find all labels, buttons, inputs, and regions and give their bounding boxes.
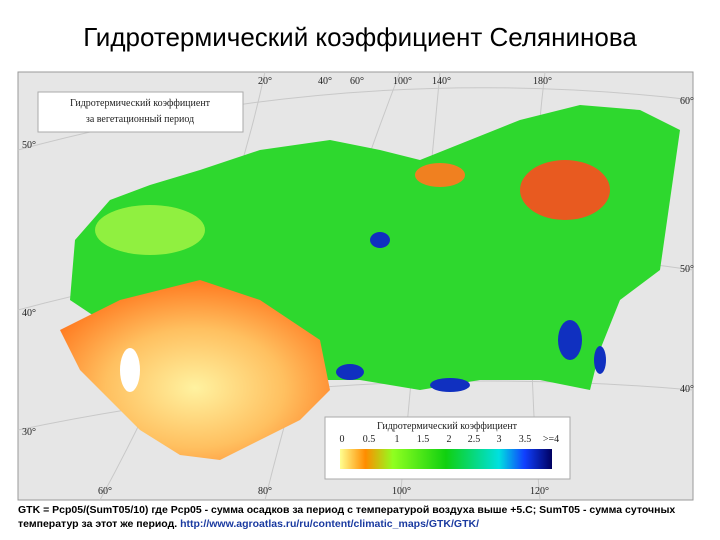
lon-label: 100°	[393, 76, 412, 87]
lat-label: 50°	[22, 140, 36, 151]
wet-areas	[336, 232, 606, 392]
lon-label: 140°	[432, 76, 451, 87]
lat-label: 40°	[680, 384, 694, 395]
caspian-sea	[120, 348, 140, 392]
lon-label: 80°	[258, 486, 272, 497]
land-arid	[60, 280, 330, 460]
lon-label: 20°	[258, 76, 272, 87]
inset-box	[37, 91, 244, 133]
lon-label: 120°	[530, 486, 549, 497]
legend-label: 0	[340, 434, 345, 445]
inset-title: Гидротермический коэффициент	[70, 98, 211, 109]
dry-area	[415, 163, 465, 187]
color-bar	[340, 449, 552, 469]
lon-label: 40°	[318, 76, 332, 87]
lon-label: 100°	[392, 486, 411, 497]
legend-label: 1.5	[417, 434, 430, 445]
caption: GTK = Pcp05/(SumT05/10) где Pcp05 - сумм…	[18, 503, 708, 531]
legend: Гидротермический коэффициент 0 0.5 1 1.5…	[324, 416, 571, 480]
lat-label: 30°	[22, 427, 36, 438]
legend-label: 0.5	[363, 434, 376, 445]
caption-text: GTK = Pcp05/(SumT05/10) где Pcp05 - сумм…	[18, 504, 676, 530]
legend-label: 2.5	[468, 434, 481, 445]
legend-title: Гидротермический коэффициент	[377, 421, 518, 432]
lat-label: 60°	[680, 96, 694, 107]
legend-label: 1	[395, 434, 400, 445]
lat-label: 40°	[22, 308, 36, 319]
source-link[interactable]: http://www.agroatlas.ru/ru/content/clima…	[180, 518, 479, 530]
lon-label: 180°	[533, 76, 552, 87]
lon-label: 60°	[350, 76, 364, 87]
legend-label: >=4	[543, 434, 559, 445]
slide-title: Гидротермический коэффициент Селянинова	[83, 22, 637, 52]
inset-title: за вегетационный период	[86, 114, 194, 125]
legend-label: 3	[497, 434, 502, 445]
legend-label: 2	[447, 434, 452, 445]
legend-label: 3.5	[519, 434, 532, 445]
dry-area	[520, 160, 610, 220]
top-labels: 20° 40° 60° 100° 140° 180°	[258, 76, 552, 87]
lon-label: 60°	[98, 486, 112, 497]
lat-label: 50°	[680, 264, 694, 275]
moderate-area	[95, 205, 205, 255]
